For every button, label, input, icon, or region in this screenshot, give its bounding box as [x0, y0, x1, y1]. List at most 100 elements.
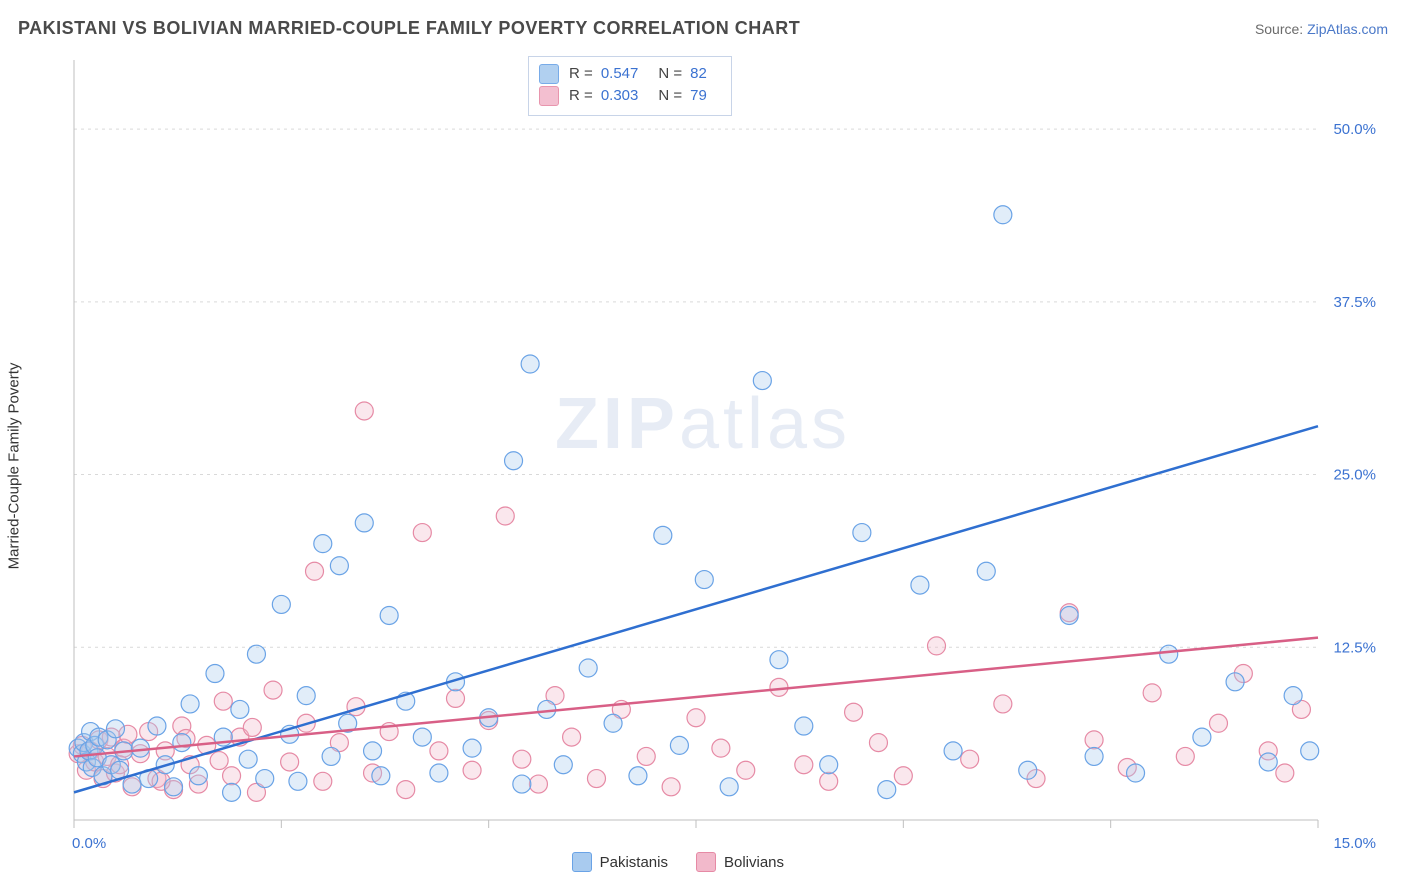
scatter-point — [869, 734, 887, 752]
scatter-point — [355, 514, 373, 532]
chart-area: Married-Couple Family Poverty ZIPatlas 1… — [18, 50, 1388, 882]
scatter-point — [256, 770, 274, 788]
scatter-point — [845, 703, 863, 721]
scatter-point — [413, 524, 431, 542]
scatter-point — [1143, 684, 1161, 702]
scatter-point — [563, 728, 581, 746]
svg-text:15.0%: 15.0% — [1333, 835, 1376, 852]
stat-n-label: N = — [658, 63, 682, 85]
stat-r-label: R = — [569, 85, 593, 107]
scatter-point — [206, 665, 224, 683]
stat-n-label: N = — [658, 85, 682, 107]
scatter-point — [770, 651, 788, 669]
header-bar: PAKISTANI VS BOLIVIAN MARRIED-COUPLE FAM… — [18, 18, 1388, 39]
scatter-point — [637, 747, 655, 765]
scatter-point — [1060, 606, 1078, 624]
scatter-point — [629, 767, 647, 785]
scatter-point — [604, 714, 622, 732]
scatter-point — [1085, 731, 1103, 749]
scatter-point — [322, 747, 340, 765]
scatter-point — [554, 756, 572, 774]
scatter-point — [181, 695, 199, 713]
legend-swatch — [539, 86, 559, 106]
scatter-point — [878, 781, 896, 799]
source-link[interactable]: ZipAtlas.com — [1307, 21, 1388, 37]
series-legend: Pakistanis Bolivians — [572, 852, 784, 872]
scatter-point — [355, 402, 373, 420]
scatter-point — [272, 595, 290, 613]
scatter-point — [430, 764, 448, 782]
scatter-point — [223, 783, 241, 801]
scatter-point — [281, 753, 299, 771]
scatter-point — [264, 681, 282, 699]
scatter-point — [977, 562, 995, 580]
scatter-point — [1209, 714, 1227, 732]
scatter-point — [314, 535, 332, 553]
svg-text:12.5%: 12.5% — [1333, 639, 1376, 656]
scatter-point — [654, 526, 672, 544]
scatter-point — [911, 576, 929, 594]
scatter-point — [165, 778, 183, 796]
scatter-point — [243, 718, 261, 736]
scatter-point — [314, 772, 332, 790]
scatter-point — [247, 645, 265, 663]
scatter-point — [1085, 747, 1103, 765]
stats-row: R =0.547N =82 — [539, 63, 717, 85]
scatter-point — [687, 709, 705, 727]
scatter-point — [944, 742, 962, 760]
scatter-point — [587, 770, 605, 788]
scatter-point — [189, 767, 207, 785]
scatter-point — [579, 659, 597, 677]
legend-swatch — [539, 64, 559, 84]
scatter-point — [1127, 764, 1145, 782]
scatter-point — [239, 750, 257, 768]
scatter-point — [289, 772, 307, 790]
svg-text:37.5%: 37.5% — [1333, 294, 1376, 311]
legend-item: Bolivians — [696, 852, 784, 872]
scatter-point — [994, 695, 1012, 713]
scatter-point — [446, 689, 464, 707]
scatter-point — [210, 752, 228, 770]
scatter-point — [994, 206, 1012, 224]
scatter-point — [1226, 673, 1244, 691]
scatter-point — [106, 720, 124, 738]
legend-label: Pakistanis — [600, 854, 668, 871]
scatter-point — [662, 778, 680, 796]
stat-n-value: 79 — [690, 85, 707, 107]
legend-label: Bolivians — [724, 854, 784, 871]
source-label: Source: — [1255, 21, 1307, 37]
scatter-point — [820, 756, 838, 774]
scatter-point — [364, 742, 382, 760]
scatter-point — [853, 524, 871, 542]
stat-n-value: 82 — [690, 63, 707, 85]
scatter-point — [463, 739, 481, 757]
scatter-point — [928, 637, 946, 655]
stat-r-value: 0.547 — [601, 63, 639, 85]
stats-row: R = 0.303 N = 79 — [539, 85, 717, 107]
svg-text:50.0%: 50.0% — [1333, 121, 1376, 138]
scatter-point — [1019, 761, 1037, 779]
scatter-point — [529, 775, 547, 793]
scatter-point — [397, 781, 415, 799]
scatter-point — [695, 571, 713, 589]
scatter-point — [505, 452, 523, 470]
scatter-point — [712, 739, 730, 757]
scatter-point — [306, 562, 324, 580]
scatter-point — [231, 700, 249, 718]
svg-text:0.0%: 0.0% — [72, 835, 106, 852]
scatter-point — [720, 778, 738, 796]
scatter-point — [1284, 687, 1302, 705]
legend-item: Pakistanis — [572, 852, 668, 872]
correlation-stats-box: R = 0.547 N = 82R = 0.303 N = 79 — [528, 56, 732, 116]
scatter-point — [1259, 753, 1277, 771]
chart-title: PAKISTANI VS BOLIVIAN MARRIED-COUPLE FAM… — [18, 18, 800, 39]
scatter-point — [521, 355, 539, 373]
scatter-point — [513, 775, 531, 793]
scatter-point — [131, 739, 149, 757]
stat-r-value: 0.303 — [601, 85, 639, 107]
scatter-point — [380, 606, 398, 624]
scatter-point — [1193, 728, 1211, 746]
scatter-point — [413, 728, 431, 746]
scatter-point — [753, 372, 771, 390]
scatter-point — [1276, 764, 1294, 782]
